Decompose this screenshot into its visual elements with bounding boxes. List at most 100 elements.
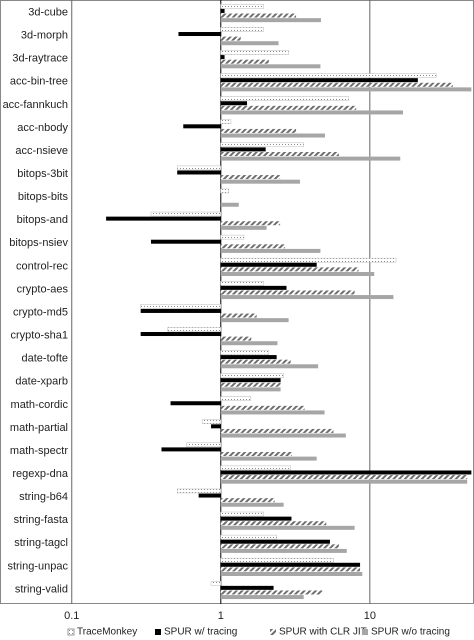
bar (150, 211, 222, 217)
category-label: bitops-nsiev (9, 237, 68, 249)
legend-label: SPUR w/ tracing (164, 627, 237, 638)
bar (220, 64, 321, 69)
x-tick-label: 1 (218, 610, 224, 622)
category-label: acc-bin-tree (10, 76, 68, 88)
bar (170, 401, 221, 406)
bar (220, 147, 266, 152)
bar (220, 27, 264, 32)
bar (220, 78, 418, 83)
bar (140, 308, 221, 313)
bar (220, 410, 325, 415)
bar (220, 73, 437, 78)
bar (220, 364, 319, 369)
bar (201, 419, 222, 424)
bar (220, 456, 317, 461)
bar (220, 267, 359, 272)
bar (220, 382, 281, 387)
bar (220, 373, 284, 378)
bar (220, 262, 317, 267)
bar (220, 285, 287, 290)
bar (220, 479, 468, 484)
bar (220, 516, 292, 521)
bar (220, 318, 289, 323)
bar (220, 36, 241, 41)
bar (220, 152, 339, 156)
bar (220, 105, 357, 110)
bar (106, 216, 221, 221)
bar (220, 571, 363, 576)
bar (220, 534, 277, 540)
bar (220, 87, 472, 92)
legend-label: SPUR w/o tracing (371, 627, 450, 638)
category-label: crypto-sha1 (11, 330, 68, 342)
bar (220, 281, 264, 286)
bar (220, 156, 401, 161)
bar (220, 8, 225, 13)
legend-swatch (67, 628, 75, 636)
bar (220, 336, 252, 341)
bar (220, 405, 305, 410)
bar (220, 128, 297, 133)
bar (161, 447, 221, 452)
category-label: crypto-md5 (13, 306, 68, 318)
category-label: bitops-and (17, 214, 68, 226)
bar (220, 188, 229, 194)
category-label: string-unpac (7, 560, 68, 572)
category-label: string-valid (15, 583, 68, 595)
category-label: string-fasta (14, 514, 69, 526)
bar (220, 119, 232, 124)
bar (220, 234, 245, 240)
bar (220, 341, 278, 346)
bar (220, 110, 404, 115)
bar (220, 244, 286, 249)
bar (220, 290, 355, 295)
category-label: 3d-raytrace (12, 53, 68, 65)
bar (150, 239, 221, 244)
bar (220, 475, 468, 480)
x-tick-label: 10 (364, 610, 376, 622)
category-label: crypto-aes (17, 283, 69, 295)
category-label: bitops-3bit (17, 168, 68, 180)
bar (220, 175, 281, 180)
bar (211, 424, 221, 429)
legend-label: SPUR with CLR JIT (279, 627, 367, 638)
bar (220, 562, 361, 567)
bar (220, 350, 270, 355)
category-label: string-b64 (19, 491, 68, 503)
bar (220, 452, 292, 456)
bar (220, 470, 472, 475)
bar (220, 202, 239, 207)
bar (220, 221, 281, 226)
bar (220, 59, 269, 64)
category-label: regexp-dna (12, 468, 69, 480)
bar (220, 544, 339, 549)
bar (220, 359, 291, 364)
bar (220, 521, 327, 526)
category-label: acc-nsieve (15, 145, 68, 157)
legend-label: TraceMonkey (77, 627, 137, 638)
bar (220, 428, 334, 433)
bar (220, 101, 248, 106)
bar (220, 257, 397, 263)
category-label: bitops-bits (18, 191, 69, 203)
bar (220, 590, 323, 595)
bar (220, 378, 281, 383)
category-label: string-tagcl (14, 537, 68, 549)
legend-swatch (270, 629, 276, 635)
bar (220, 396, 252, 401)
bar (210, 581, 222, 586)
bar (220, 18, 321, 23)
legend-swatch (362, 629, 368, 635)
bar (220, 465, 291, 471)
bar (220, 295, 394, 300)
category-label: acc-fannkuch (3, 99, 68, 111)
bar (220, 548, 347, 553)
bar (220, 55, 225, 60)
bar (220, 133, 325, 138)
bar (167, 327, 222, 332)
bar (183, 124, 221, 129)
bar (220, 82, 453, 87)
bar (220, 96, 349, 101)
bar (220, 595, 304, 600)
